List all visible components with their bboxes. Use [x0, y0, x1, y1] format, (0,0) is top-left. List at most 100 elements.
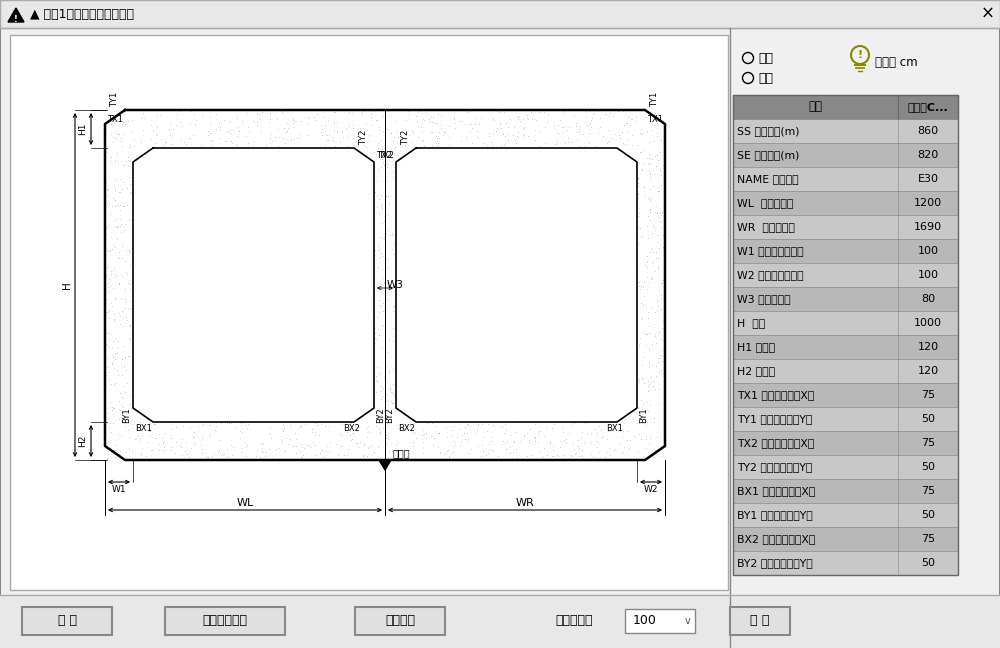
Point: [307, 418, 323, 428]
Point: [647, 384, 663, 395]
Point: [330, 450, 346, 460]
Point: [645, 381, 661, 391]
Point: [643, 193, 659, 203]
Point: [409, 110, 425, 121]
Point: [102, 397, 118, 407]
Point: [485, 446, 501, 456]
Point: [119, 314, 135, 325]
Point: [98, 270, 114, 281]
Point: [536, 430, 552, 441]
Point: [300, 111, 316, 122]
Point: [634, 373, 650, 383]
Point: [121, 275, 137, 286]
Text: TX2: TX2: [376, 150, 392, 159]
Point: [118, 256, 134, 266]
Point: [111, 413, 127, 424]
Point: [396, 137, 412, 147]
Point: [314, 130, 330, 140]
Point: [610, 106, 626, 117]
Point: [306, 111, 322, 122]
Point: [388, 350, 404, 360]
Point: [239, 108, 255, 119]
Point: [312, 142, 328, 152]
Point: [376, 216, 392, 226]
Point: [387, 289, 403, 299]
Point: [212, 121, 228, 132]
Point: [275, 133, 291, 143]
Point: [607, 129, 623, 139]
Point: [212, 124, 228, 135]
Text: BX1: BX1: [135, 424, 152, 433]
Point: [99, 453, 115, 463]
Point: [368, 334, 384, 344]
Point: [379, 420, 395, 430]
Point: [655, 230, 671, 240]
Point: [234, 116, 250, 126]
Point: [620, 112, 636, 122]
Point: [393, 143, 409, 153]
Text: 75: 75: [921, 486, 935, 496]
Text: TY1 外侧顶板倒角Y值: TY1 外侧顶板倒角Y值: [737, 414, 812, 424]
Point: [219, 444, 235, 454]
Point: [500, 122, 516, 132]
Point: [630, 173, 646, 183]
Point: [106, 308, 122, 319]
Point: [644, 154, 660, 164]
Point: [114, 445, 130, 455]
Point: [630, 239, 646, 249]
Point: [530, 428, 546, 439]
Point: [479, 140, 495, 150]
Point: [314, 445, 330, 456]
Point: [279, 126, 295, 136]
Point: [400, 454, 416, 465]
Point: [634, 165, 650, 176]
Point: [647, 331, 663, 341]
Point: [366, 319, 382, 329]
Point: [101, 443, 117, 453]
Point: [125, 238, 141, 248]
Point: [100, 448, 116, 459]
Point: [140, 437, 156, 447]
Point: [355, 451, 371, 461]
Point: [649, 237, 665, 247]
Point: [371, 124, 387, 135]
Point: [624, 130, 640, 140]
Point: [103, 329, 119, 340]
Point: [97, 434, 113, 445]
Point: [367, 245, 383, 255]
Point: [379, 224, 395, 235]
Point: [475, 445, 491, 456]
Point: [545, 445, 561, 456]
Point: [421, 113, 437, 124]
Point: [228, 139, 244, 149]
Point: [106, 315, 122, 325]
Point: [345, 428, 361, 439]
Point: [560, 137, 576, 148]
Point: [378, 438, 394, 448]
Point: [356, 440, 372, 450]
Point: [124, 115, 140, 125]
Point: [109, 348, 125, 358]
Point: [619, 117, 635, 128]
Point: [649, 208, 665, 218]
Point: [384, 227, 400, 238]
Point: [630, 193, 646, 203]
Point: [636, 277, 652, 287]
Point: [414, 108, 430, 119]
Point: [378, 176, 394, 186]
Point: [342, 430, 358, 440]
Point: [366, 190, 382, 200]
Point: [593, 425, 609, 435]
Point: [380, 432, 396, 443]
Point: [108, 334, 124, 344]
Point: [355, 122, 371, 133]
Point: [512, 142, 528, 152]
Point: [143, 120, 159, 130]
Point: [317, 120, 333, 130]
Point: [111, 396, 127, 406]
Point: [128, 421, 144, 432]
Point: [650, 301, 666, 311]
Point: [237, 438, 253, 448]
Point: [571, 126, 587, 136]
Point: [641, 148, 657, 159]
